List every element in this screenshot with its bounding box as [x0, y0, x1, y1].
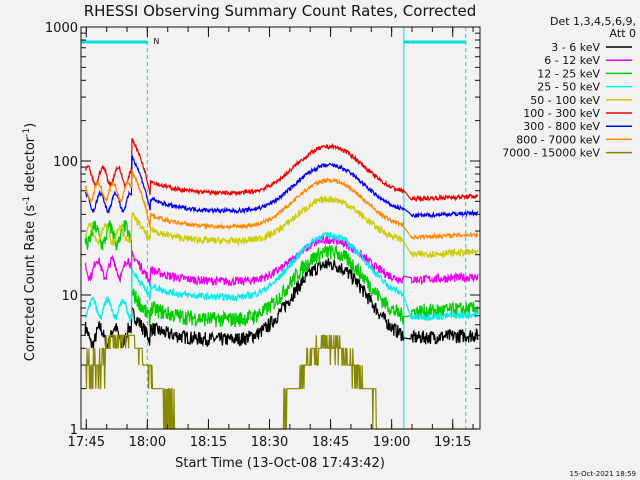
timestamp: 15-Oct-2021 18:59	[570, 470, 636, 478]
series-line-3to6keV	[84, 258, 479, 351]
axes: 1 10 100 1000 17:45 18:00 18:15 18:30 18:45 19:00…	[45, 21, 481, 450]
y-label-sup-2: -1	[22, 128, 32, 137]
y-label-mid: detector	[23, 136, 38, 196]
y-tick-label: 10	[61, 289, 78, 304]
legend-entry-label: 100 - 300 keV	[523, 107, 600, 120]
legend-entry-label: 800 - 7000 keV	[516, 133, 600, 146]
night-label: N	[153, 37, 159, 46]
legend-entry-label: 12 - 25 keV	[537, 67, 600, 80]
legend-entry-label: 300 - 800 keV	[523, 120, 600, 133]
series-line-100to300keV	[84, 138, 479, 203]
x-tick-label: 19:00	[373, 435, 410, 450]
legend-header-attenuator: Att 0	[610, 27, 636, 40]
series-line-50to100keV	[84, 195, 479, 259]
series-line-25to50keV	[84, 231, 479, 323]
y-tick-label: 1000	[45, 21, 78, 36]
series-line-800to7000keV	[84, 168, 479, 241]
x-tick-label: 18:30	[251, 435, 288, 450]
legend-entry-label: 3 - 6 keV	[551, 41, 600, 54]
chart-title: RHESSI Observing Summary Count Rates, Co…	[84, 2, 477, 20]
y-label-main: Corrected Count Rate (s	[23, 205, 38, 362]
x-tick-label: 18:15	[190, 435, 227, 450]
y-label-sup-1: -1	[22, 196, 32, 205]
x-tick-label: 18:45	[312, 435, 349, 450]
x-axis-label: Start Time (13-Oct-08 17:43:42)	[175, 456, 385, 471]
legend-entry-label: 6 - 12 keV	[544, 54, 600, 67]
x-tick-label: 18:00	[129, 435, 166, 450]
x-tick-label: 17:45	[68, 435, 105, 450]
legend-entry-label: 7000 - 15000 keV	[502, 147, 600, 160]
plot-frame	[80, 26, 481, 430]
y-tick-label: 1	[70, 423, 78, 438]
x-tick-label: 19:15	[434, 435, 471, 450]
legend-header-detectors: Det 1,3,4,5,6,9,	[550, 15, 636, 28]
series-line-6to12keV	[84, 234, 479, 287]
legend-entry-label: 25 - 50 keV	[537, 81, 600, 94]
y-tick-label: 100	[53, 155, 78, 170]
y-label-end: )	[23, 123, 38, 128]
legend-entry-label: 50 - 100 keV	[530, 94, 600, 107]
series-line-12to25keV	[84, 220, 479, 328]
series-line-300to800keV	[84, 155, 479, 219]
y-axis-label: Corrected Count Rate (s-1 detector-1)	[22, 123, 38, 361]
